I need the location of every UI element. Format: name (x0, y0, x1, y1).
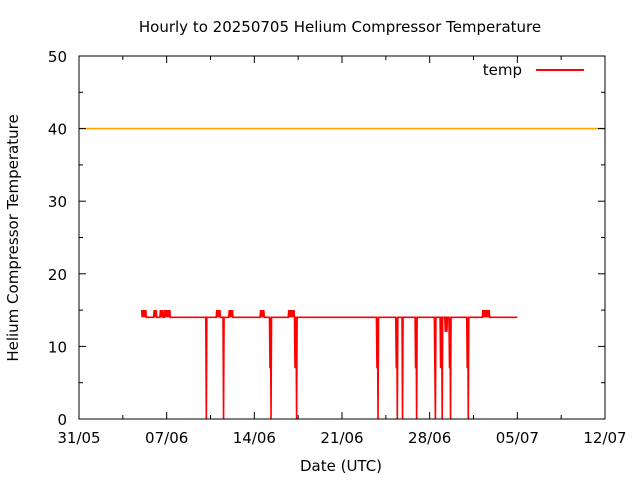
ticks-layer: 0 10 20 30 40 50 31/05 07/06 14/06 21/06 28/06 05/0… (48, 48, 627, 447)
x-tick-label: 05/07 (496, 429, 539, 447)
y-tick-label: 40 (48, 121, 67, 139)
y-tick-label: 0 (57, 411, 67, 429)
x-tick-label: 21/06 (320, 429, 363, 447)
plot-frame (78, 55, 606, 420)
y-tick-label: 20 (48, 266, 67, 284)
x-tick-label: 12/07 (583, 429, 626, 447)
x-tick-label: 07/06 (145, 429, 188, 447)
chart-title: Hourly to 20250705 Helium Compressor Tem… (139, 18, 541, 36)
y-tick-label: 50 (48, 48, 67, 66)
x-axis-label: Date (UTC) (300, 457, 382, 475)
plot-layer (79, 127, 605, 420)
x-tick-label: 14/06 (233, 429, 276, 447)
y-tick-label: 30 (48, 193, 67, 211)
x-tick-label: 28/06 (408, 429, 451, 447)
legend: temp (483, 61, 584, 79)
legend-label-temp: temp (483, 61, 522, 79)
series-line-temp (140, 310, 518, 420)
y-tick-label: 10 (48, 338, 67, 356)
x-tick-label: 31/05 (57, 429, 100, 447)
y-axis-label: Helium Compressor Temperature (4, 114, 22, 361)
